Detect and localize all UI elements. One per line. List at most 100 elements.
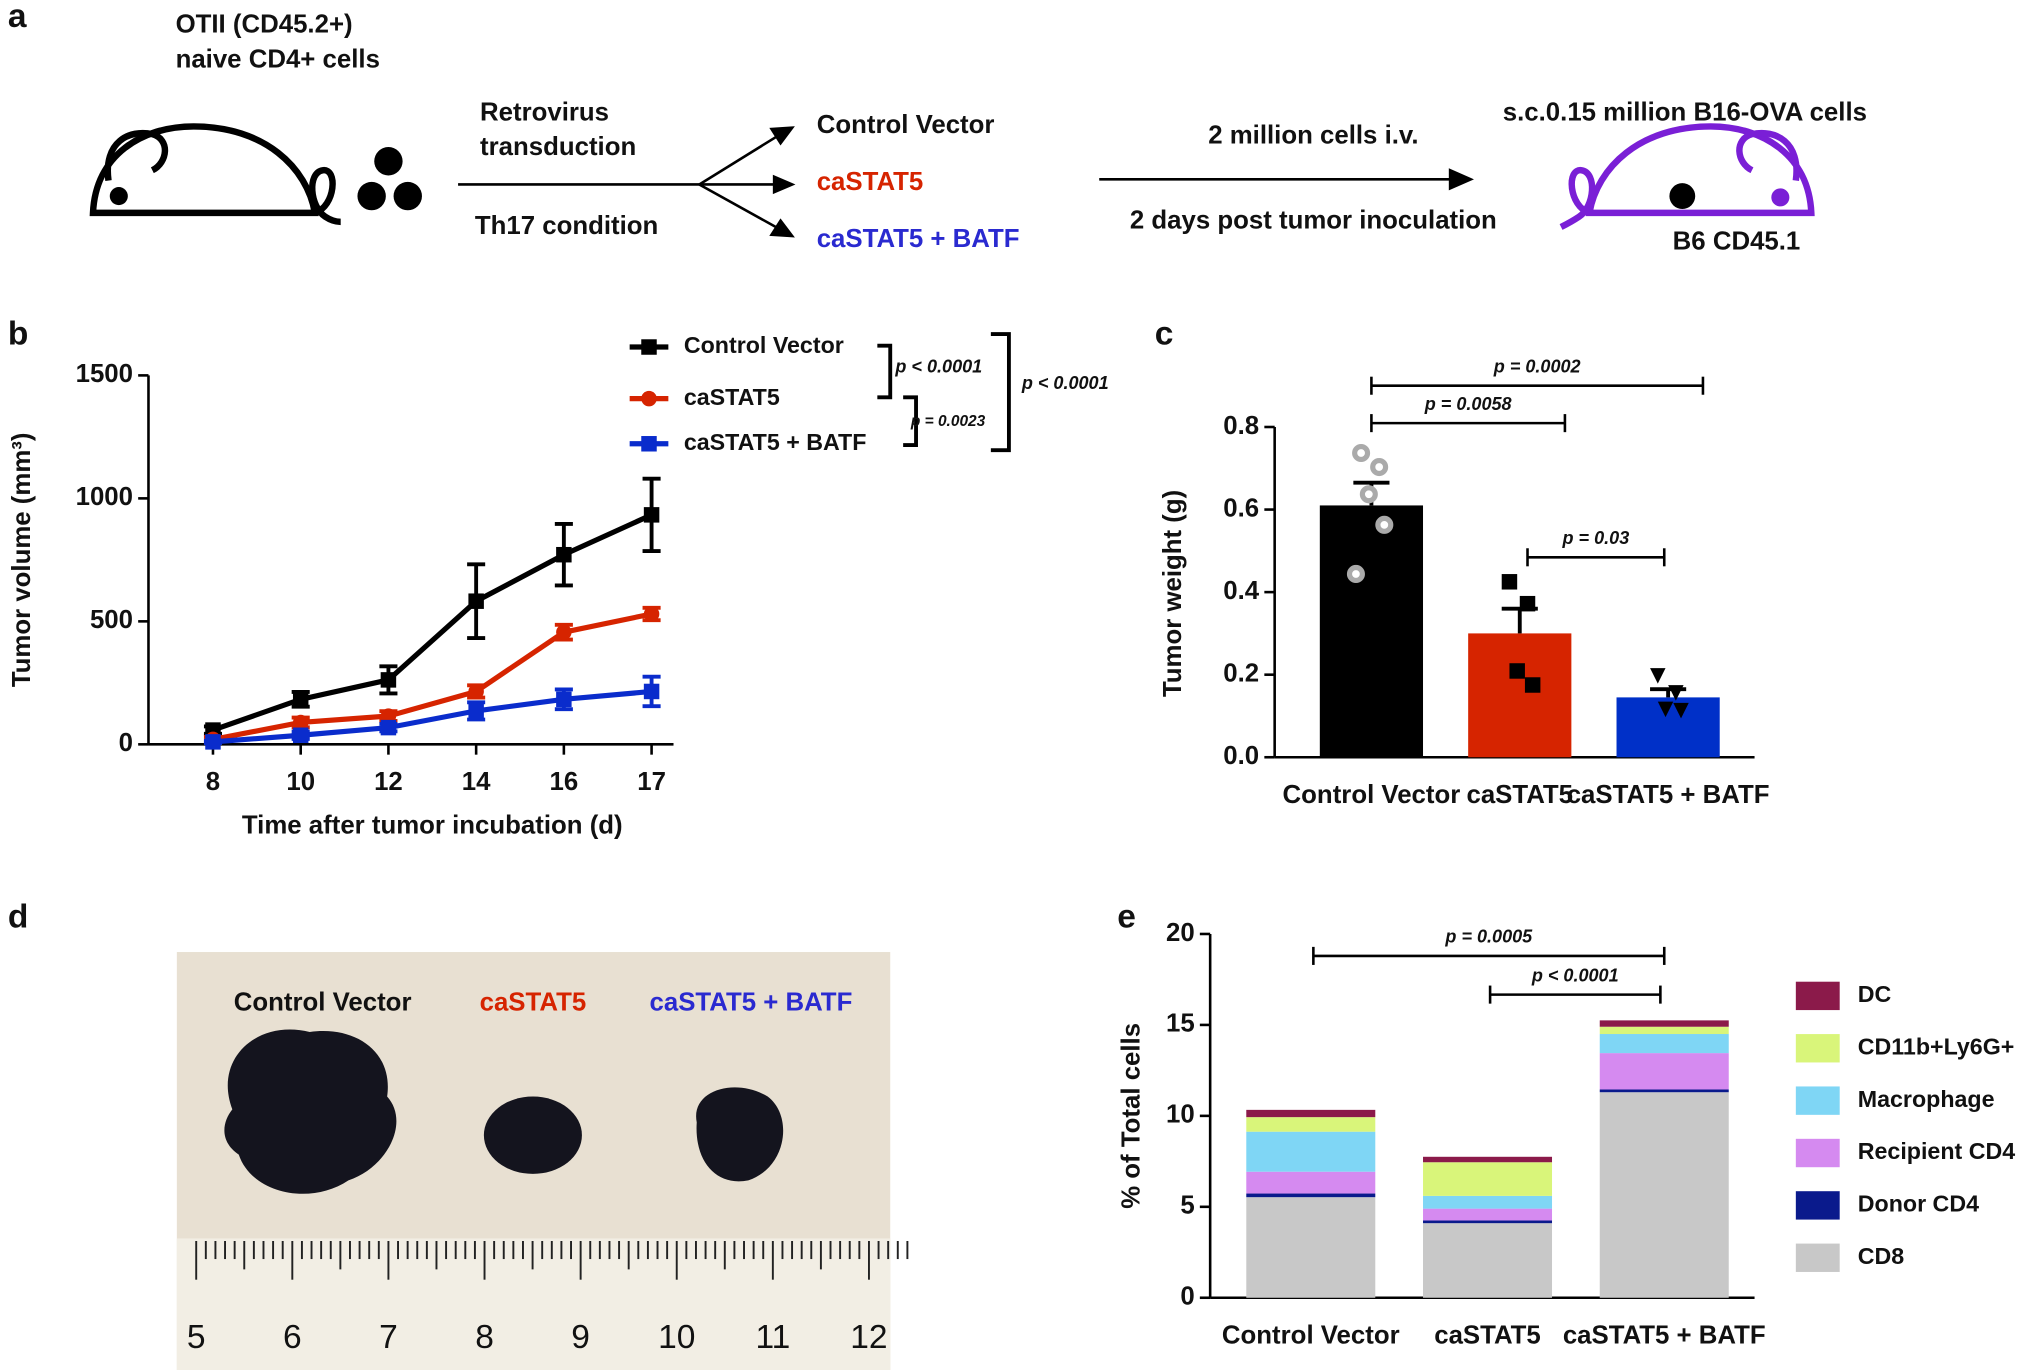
- point: [643, 683, 660, 700]
- point: [1375, 515, 1394, 534]
- legend-swatch: [1795, 1086, 1840, 1115]
- legend-label: Control Vector: [684, 332, 844, 358]
- legend-label: Donor CD4: [1858, 1191, 1979, 1217]
- x-tick-label: 8: [206, 768, 220, 796]
- x-tick-label: caSTAT5: [1466, 781, 1573, 809]
- bar-segment: [1246, 1109, 1376, 1118]
- cells: [357, 147, 422, 211]
- bar-segment: [1423, 1223, 1553, 1298]
- x-axis-label: Time after tumor incubation (d): [242, 812, 623, 840]
- bar-segment: [1599, 1034, 1729, 1054]
- legend-marker: [641, 339, 657, 355]
- point: [1519, 595, 1536, 612]
- point: [468, 683, 484, 700]
- bar-segment: [1246, 1171, 1376, 1194]
- legend-marker: [641, 436, 657, 452]
- point: [556, 546, 572, 563]
- bar-segment: [1599, 1020, 1729, 1027]
- y-axis-label: % of Total cells: [1118, 1023, 1146, 1209]
- point: [380, 672, 397, 688]
- step-text: transduction: [480, 133, 636, 161]
- recipient-text: B6 CD45.1: [1673, 227, 1801, 255]
- point: [380, 719, 397, 736]
- y-tick-label: 10: [1166, 1101, 1195, 1129]
- ruler-label: 8: [475, 1319, 494, 1356]
- legend-label: Recipient CD4: [1858, 1138, 2015, 1164]
- series-line: [212, 688, 652, 745]
- mouse-eye: [109, 187, 128, 206]
- bar-segment: [1423, 1156, 1553, 1163]
- bar-segment: [1423, 1220, 1553, 1224]
- mouse-left: [89, 123, 341, 226]
- photo-label: caSTAT5 + BATF: [650, 988, 853, 1016]
- point: [292, 691, 309, 708]
- x-tick-label: caSTAT5: [1434, 1321, 1541, 1349]
- x-tick-label: 12: [374, 768, 403, 796]
- panel-label: d: [8, 898, 28, 935]
- bar-segment: [1423, 1195, 1553, 1209]
- tumor: [1669, 183, 1696, 209]
- x-tick-label: 10: [286, 768, 315, 796]
- legend-swatch: [1795, 1034, 1840, 1063]
- bracket: [877, 332, 1011, 453]
- panel-label: e: [1117, 898, 1136, 935]
- point: [556, 691, 572, 708]
- bar-segment: [1423, 1162, 1553, 1196]
- x-tick-label: Control Vector: [1222, 1321, 1400, 1349]
- legend-label: caSTAT5: [684, 384, 780, 410]
- legend-swatch: [1795, 981, 1840, 1011]
- panel-a: a OTII (CD45.2+) naive CD4+ cells Retrov…: [8, 0, 1867, 255]
- bar: [1319, 505, 1424, 758]
- group-text: Control Vector: [817, 111, 995, 139]
- bar-segment: [1246, 1197, 1376, 1298]
- point: [1673, 702, 1689, 719]
- point: [556, 624, 572, 640]
- y-tick-label: 0.4: [1223, 577, 1260, 605]
- annotation: p = 0.0005: [1444, 927, 1533, 947]
- y-axis-label: Tumor weight (g): [1159, 490, 1187, 697]
- step-text: 2 million cells i.v.: [1208, 122, 1418, 150]
- bar-segment: [1599, 1089, 1729, 1093]
- x-tick-label: caSTAT5 + BATF: [1563, 1321, 1766, 1349]
- point: [1359, 485, 1378, 504]
- photo-label: Control Vector: [234, 988, 412, 1016]
- step-text: 2 days post tumor inoculation: [1130, 207, 1497, 235]
- annotation: p < 0.0001: [894, 356, 982, 376]
- ruler-label: 12: [850, 1319, 887, 1356]
- bar-segment: [1599, 1053, 1729, 1090]
- ruler-label: 5: [187, 1319, 206, 1356]
- point: [643, 606, 660, 622]
- series-line: [212, 611, 653, 742]
- legend-label: CD8: [1858, 1243, 1905, 1269]
- annotation: p = 0.0058: [1424, 394, 1513, 414]
- arrows: [458, 126, 1474, 238]
- annotation: p < 0.0001: [1021, 373, 1109, 393]
- point: [1650, 668, 1666, 684]
- recipient-text: s.c.0.15 million B16-OVA cells: [1503, 98, 1867, 126]
- y-tick-label: 5: [1180, 1192, 1194, 1220]
- series-line: [212, 512, 653, 733]
- legend-swatch: [1795, 1243, 1840, 1272]
- y-tick-label: 0.6: [1223, 494, 1259, 522]
- bar: [1468, 633, 1572, 758]
- y-tick-label: 0.2: [1223, 659, 1259, 687]
- y-tick-label: 15: [1166, 1010, 1195, 1038]
- group-text: caSTAT5: [817, 168, 924, 196]
- bar-segment: [1246, 1117, 1376, 1132]
- legend-label: DC: [1858, 981, 1892, 1007]
- point: [1657, 701, 1674, 718]
- x-tick-label: 14: [462, 768, 491, 796]
- bar-segment: [1246, 1131, 1376, 1172]
- annotation: p = 0.0002: [1493, 356, 1581, 376]
- point: [643, 507, 660, 523]
- y-tick-label: 0.8: [1223, 412, 1259, 440]
- legend-swatch: [1795, 1191, 1840, 1220]
- donor-text: naive CD4+ cells: [176, 45, 380, 73]
- point: [1352, 443, 1371, 463]
- ruler-label: 11: [755, 1319, 790, 1356]
- x-tick-label: 17: [637, 768, 666, 796]
- x-tick-label: Control Vector: [1283, 781, 1461, 809]
- mouse-eye: [1771, 188, 1790, 207]
